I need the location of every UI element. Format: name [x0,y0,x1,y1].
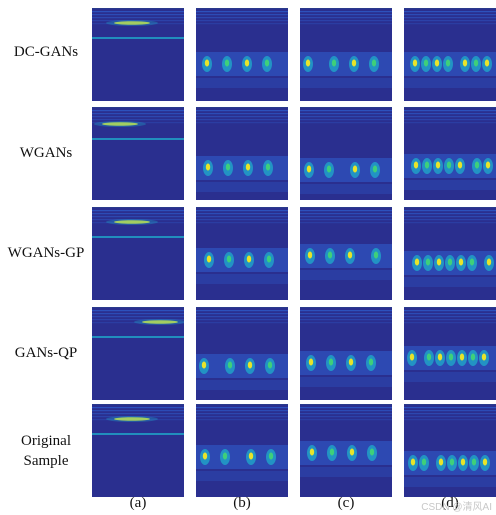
row-label-gans-qp: GANs-QP [14,345,78,361]
spectrogram-panel [92,8,184,101]
spectrogram-panel [404,404,496,497]
col-label-d: (d) [441,495,459,511]
spectrogram-panel [404,8,496,101]
spectrogram-panel [92,404,184,497]
col-label-b: (b) [233,495,251,511]
spectrogram-panel [300,207,392,300]
spectrogram-panel [404,307,496,400]
spectrogram-panel [300,107,392,200]
spectrogram-panel [404,207,496,300]
spectrogram-panel [196,107,288,200]
spectrogram-panel [196,8,288,101]
spectrogram-panel [92,307,184,400]
col-label-c: (c) [337,495,355,511]
spectrogram-panel [196,307,288,400]
spectrogram-panel [92,207,184,300]
row-label-original-sample: Original Sample [21,433,71,469]
spectrogram-panel [92,107,184,200]
spectrogram-panel [196,404,288,497]
spectrogram-panel [300,8,392,101]
spectrogram-panel [404,107,496,200]
spectrogram-panel [300,404,392,497]
row-label-wgans: WGANs [19,145,73,161]
row-label-dc-gans: DC-GANs [13,44,79,60]
spectrogram-panel [300,307,392,400]
spectrogram-panel [196,207,288,300]
watermark: CSDN @清风AI [421,502,492,513]
col-label-a: (a) [129,495,147,511]
row-label-wgans-gp: WGANs-GP [7,245,85,261]
